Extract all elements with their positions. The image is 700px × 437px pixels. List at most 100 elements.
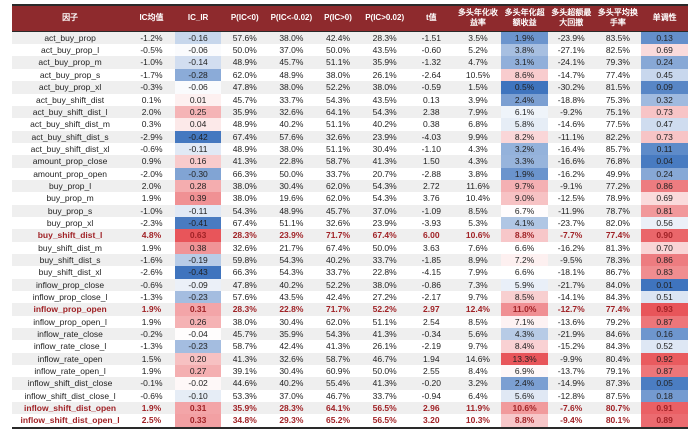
value-cell: -0.41 [174,216,222,230]
value-cell: 41.3% [361,155,408,168]
column-header-1: IC均值 [128,5,175,32]
value-cell: 0.63 [174,229,222,242]
value-cell: -15.2% [557,341,585,352]
value-cell: 38.0% [268,31,315,45]
value-cell: 45.7% [221,328,269,341]
table-row: inflow_prop_close -0.6% -0.09 47.8% 40.2% 52.… [12,278,688,291]
value-cell: -2.6% [140,267,163,278]
value-cell: 0.20 [174,352,222,366]
value-cell: 38.0% [232,316,257,327]
value-cell: 7.9% [468,267,488,278]
factor-name-cell: buy_prop_m [46,193,94,204]
value-cell: 1.9% [501,31,548,45]
value-cell: -0.6% [140,143,163,154]
value-cell: -1.85 [407,253,455,267]
value-cell: 8.8% [501,414,548,428]
value-cell: 4.7% [454,56,502,69]
column-header-factor: 因子 [12,5,129,32]
value-cell: 3.3% [501,155,548,168]
value-cell: -23.7% [557,217,585,228]
table-row: amount_prop_open -2.0% -0.30 66.3% 50.0% 33.7… [12,167,688,180]
value-cell: 35.9% [268,328,315,341]
value-cell: 41.3% [361,328,408,341]
value-cell: 39.1% [232,366,257,377]
value-cell: 6.9% [501,365,548,378]
value-cell: 2.54 [423,316,440,327]
value-cell: 50.0% [232,45,257,56]
column-header-7: t值 [407,5,455,32]
factor-name-cell: buy_shift_dist_l [12,229,129,242]
value-cell: 37.0% [279,45,304,56]
value-cell: 13.3% [501,352,548,366]
value-cell: 67.4% [232,217,257,228]
value-cell: 9.9% [454,130,502,143]
value-cell: 30.4% [279,366,304,377]
value-cell: 3.63 [423,242,440,253]
value-cell: 0.69 [641,192,688,205]
value-cell: 84.3% [605,341,630,352]
value-cell: -0.42 [174,130,222,143]
value-cell: 60.9% [325,366,351,377]
table-row: act_buy_prop -1.2% -0.16 57.6% 38.0% 42.4% 28.… [12,31,688,45]
value-cell: 0.24 [641,167,688,180]
value-cell: 54.3% [279,267,304,278]
value-cell: 8.5% [454,204,502,217]
value-cell: 58.7% [314,352,362,366]
value-cell: 51.1% [325,143,351,154]
value-cell: 26.1% [372,341,397,352]
value-cell: 0.28 [174,179,222,193]
value-cell: 0.04 [174,118,222,131]
value-cell: 55.4% [314,377,362,390]
value-cell: 33.7% [372,390,397,401]
value-cell: 78.3% [594,253,642,267]
value-cell: 77.4% [605,69,630,80]
value-cell: 41.3% [221,155,269,168]
factor-name-cell: act_buy_prop_xl [12,81,129,94]
value-cell: 4.3% [501,328,548,341]
value-cell: -13.7% [557,366,585,377]
value-cell: 12.4% [454,303,502,316]
value-cell: -0.94 [421,390,441,401]
value-cell: 78.9% [605,193,630,204]
table-header: 因子 IC均值 IC_IR P(IC<0) P(IC<-0.02) P(IC>0) P(IC… [12,5,688,32]
factor-name-cell: buy_prop_s [12,204,129,217]
value-cell: 8.5% [501,291,548,304]
table-row: inflow_prop_close_l -1.3% -0.23 57.6% 43.5% 4… [12,291,688,304]
value-cell: -0.06 [174,81,222,94]
value-cell: 1.5% [454,81,502,94]
value-cell: 3.1% [501,56,548,69]
value-cell: -13.6% [557,316,585,327]
value-cell: 43.5% [372,94,397,105]
value-cell: 3.8% [501,44,548,57]
value-cell: 2.0% [128,179,175,193]
value-cell: 0.13 [641,31,688,45]
value-cell: 0.51 [641,291,688,304]
value-cell: -1.51 [407,31,455,45]
value-cell: -2.3% [140,217,163,228]
value-cell: 40.2% [268,377,315,390]
value-cell: -0.6% [140,390,163,401]
value-cell: 40.2% [268,278,315,291]
value-cell: -4.15 [421,267,441,278]
factor-name-cell: act_buy_prop_s [39,69,101,80]
column-header-12: 单调性 [641,5,688,32]
value-cell: 9.7% [501,179,548,193]
value-cell: 7.3% [454,278,502,291]
value-cell: 62.0% [325,316,351,327]
value-cell: -16.2% [557,242,585,253]
value-cell: 26.1% [372,69,397,80]
table-row: act_buy_prop_m -1.0% -0.14 48.9% 45.7% 51.1% 3… [12,56,688,69]
factor-name-cell: inflow_prop_close [12,278,129,291]
column-header-8: 多头年化收益率 [454,5,502,32]
value-cell: 51.1% [372,316,397,327]
value-cell: 29.3% [279,415,304,426]
factor-name-cell: inflow_shift_dist_open_l [20,415,120,426]
value-cell: 52.2% [361,303,408,316]
table-row: inflow_shift_dist_open 1.9% 0.31 35.9% 28.3%… [12,402,688,415]
value-cell: 6.8% [468,119,488,130]
table-row: inflow_shift_dist_close_l -0.6% -0.10 53.3%… [12,389,688,403]
value-cell: 10.6% [501,402,548,415]
value-cell: 9.7% [468,341,488,352]
value-cell: 71.7% [314,303,362,316]
value-cell: -0.86 [407,278,455,291]
